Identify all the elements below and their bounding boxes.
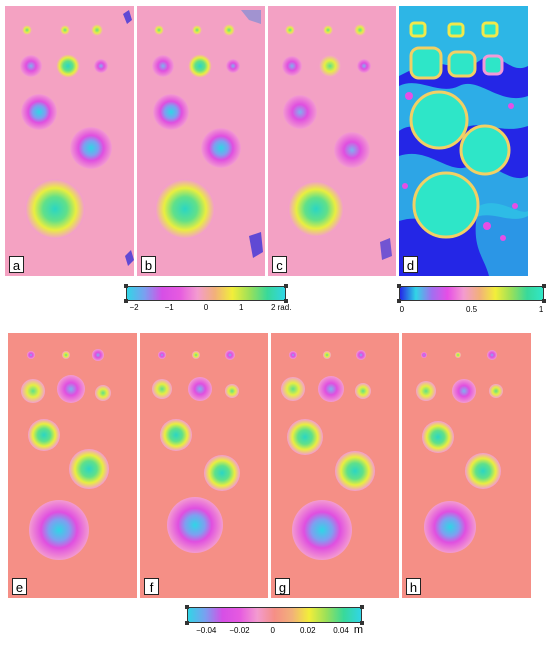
panel-label-e: e	[12, 578, 27, 595]
phase-map-b	[137, 6, 265, 276]
phase-tick: −1	[164, 303, 174, 312]
displacement-colorbar: −0.04 −0.02 0 0.02 0.04 m	[185, 605, 364, 639]
displacement-map-e	[8, 333, 137, 598]
coherence-map-d	[399, 6, 528, 276]
panel-c: c	[268, 6, 396, 276]
coherence-tick: 0	[399, 305, 405, 314]
displacement-tick: −0.02	[229, 626, 250, 635]
displacement-tick: 0.02	[299, 626, 316, 635]
displacement-tick: 0.04	[333, 626, 349, 635]
panel-label-d: d	[403, 256, 418, 273]
phase-tick: 0	[203, 303, 209, 312]
panel-g: g	[271, 333, 399, 598]
displacement-tick: −0.04	[196, 626, 217, 635]
displacement-unit: m	[353, 624, 364, 636]
displacement-map-f	[140, 333, 268, 598]
panel-h: h	[402, 333, 531, 598]
panel-a: a	[5, 6, 134, 276]
phase-tick: 2 rad.	[270, 303, 292, 312]
panel-label-g: g	[275, 578, 290, 595]
panel-label-h: h	[406, 578, 421, 595]
phase-map-a	[5, 6, 134, 276]
phase-colorbar: −2 −1 0 1 2 rad.	[124, 284, 291, 316]
panel-label-c: c	[272, 256, 287, 273]
coherence-tick: 0.5	[465, 305, 478, 314]
panel-e: e	[8, 333, 137, 598]
panel-b: b	[137, 6, 265, 276]
coherence-tick: 1	[538, 305, 544, 314]
displacement-colorbar-gradient	[187, 607, 362, 623]
coherence-colorbar-gradient	[399, 286, 544, 301]
phase-colorbar-gradient	[126, 286, 286, 301]
panel-label-f: f	[144, 578, 159, 595]
displacement-map-g	[271, 333, 399, 598]
panel-label-a: a	[9, 256, 24, 273]
phase-map-c	[268, 6, 396, 276]
phase-tick: −2	[129, 303, 139, 312]
panel-d: d	[399, 6, 528, 276]
displacement-tick: 0	[270, 626, 275, 635]
phase-tick: 1	[238, 303, 244, 312]
panel-f: f	[140, 333, 268, 598]
displacement-map-h	[402, 333, 531, 598]
panel-label-b: b	[141, 256, 156, 273]
coherence-colorbar: 0 0.5 1	[397, 284, 546, 316]
